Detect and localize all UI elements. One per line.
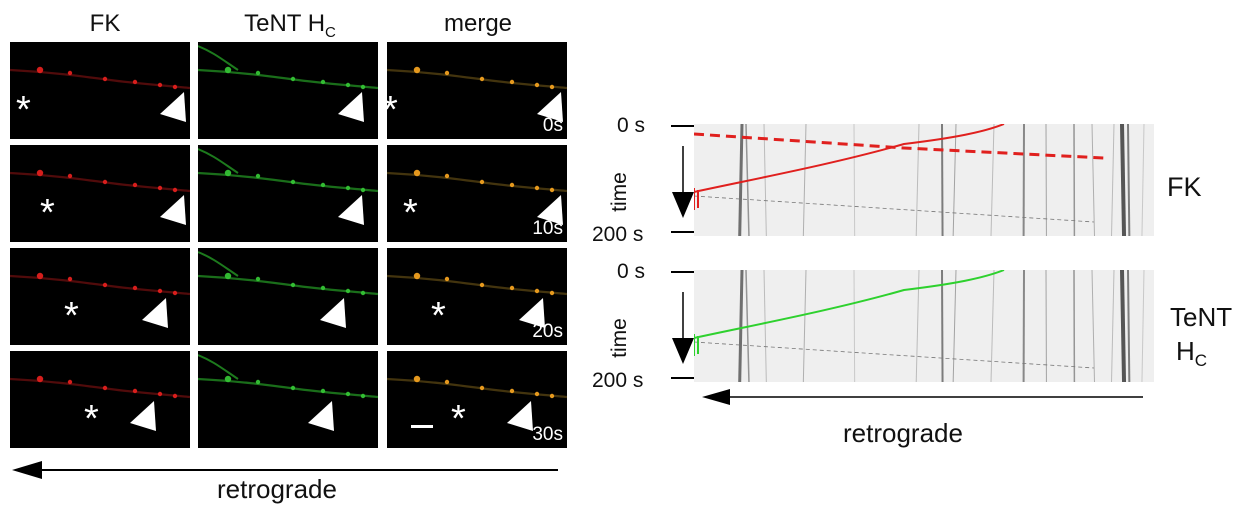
kymo-fk-top-tick: 0 s [617,114,646,137]
right-retrograde-label: retrograde [843,418,963,448]
kymo-tent-time-label: time [607,318,631,358]
panel-fk-1: * [10,145,190,242]
svg-text:*: * [451,398,466,440]
svg-text:*: * [431,295,446,337]
panel-tent-1-image [198,148,378,225]
svg-text:*: * [387,89,398,131]
panel-merge-0: * 0s [387,42,567,139]
panel-merge-2-image: * [387,272,567,337]
column-title-merge: merge [443,10,513,37]
svg-text:*: * [16,89,31,131]
kymo-fk-ticks [671,125,695,233]
panel-tent-3-image [198,354,378,431]
panel-merge-3: * 30s [387,351,567,448]
panel-merge-2: * 20s [387,248,567,345]
svg-text:*: * [40,192,55,234]
kymo-tent-bottom-tick: 200 s [592,369,644,392]
kymo-tent-label: TeNT HC [1170,300,1232,378]
panel-fk-3: * [10,351,190,448]
timepoint-label-3: 30s [532,424,563,445]
panel-tent-2-image [198,251,378,328]
timepoint-label-0: 0s [542,115,563,136]
left-retrograde-label: retrograde [217,474,337,504]
panel-tent-0-image [198,45,378,122]
svg-text:*: * [403,192,418,234]
kymo-tent-label-line2: HC [1170,334,1232,378]
column-title-tent: TeNT HC [200,10,380,41]
kymo-tent-label-sub: C [1194,351,1208,371]
panel-tent-3 [198,351,378,448]
kymo-tent-label-h: H [1176,336,1195,366]
kymograph-fk [694,124,1154,236]
kymo-fk-bottom-tick: 200 s [592,223,644,246]
column-title-tent-text: TeNT H [244,10,326,37]
panel-tent-2 [198,248,378,345]
panel-merge-1-image: * [387,169,567,234]
panel-merge-1: * 10s [387,145,567,242]
right-retrograde-arrow [702,389,1143,405]
svg-text:*: * [64,295,79,337]
kymograph-fk-image [694,124,1154,236]
panel-fk-3-image: * [10,375,190,440]
svg-text:*: * [84,398,99,440]
panel-merge-0-image: * [387,66,567,131]
panel-merge-3-image: * [387,375,567,440]
kymo-fk-label: FK [1167,172,1202,202]
kymo-tent-ticks [671,271,695,379]
kymograph-tent [694,270,1154,382]
panel-fk-2: * [10,248,190,345]
panel-fk-2-image: * [10,272,190,337]
panel-fk-0: * [10,42,190,139]
panel-fk-0-image: * [10,66,190,131]
kymo-fk-time-label: time [607,172,631,212]
left-retrograde-arrow [12,461,558,479]
panel-tent-0 [198,42,378,139]
timepoint-label-1: 10s [532,218,563,239]
panel-fk-1-image: * [10,169,190,234]
kymo-tent-top-tick: 0 s [617,260,646,283]
panel-tent-1 [198,145,378,242]
column-title-tent-sub: C [325,23,336,41]
scale-bar [411,425,433,428]
kymograph-tent-image [694,270,1154,382]
timepoint-label-2: 20s [532,321,563,342]
column-title-fk: FK [89,10,121,37]
kymo-tent-label-line1: TeNT [1170,302,1233,332]
